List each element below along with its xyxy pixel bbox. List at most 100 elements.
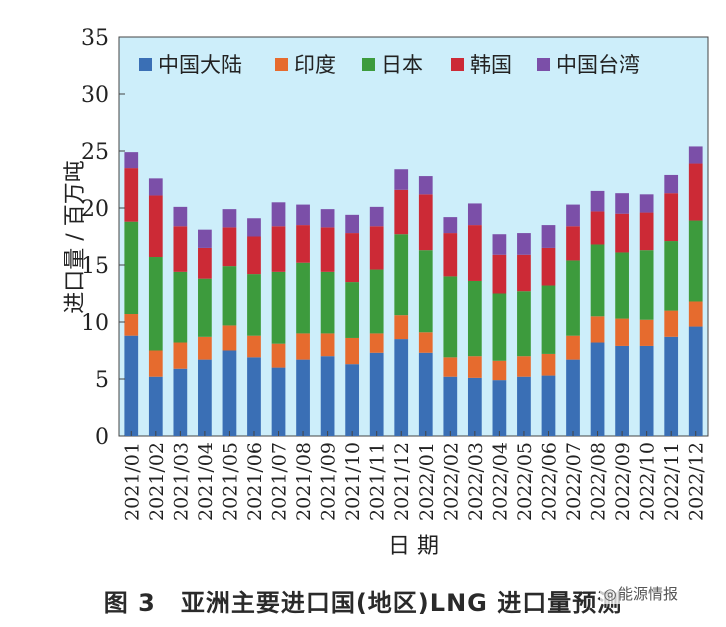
bar-4-2022-08 xyxy=(590,211,605,245)
x-tick-label: 2022/11 xyxy=(661,442,683,521)
bar-5-2021-04 xyxy=(198,229,212,248)
x-axis: 2021/01 2021/02 2021/03 2021/04 2021/05 2021/… xyxy=(121,431,708,521)
bar-5-2022-03 xyxy=(467,203,482,226)
bar-5-2022-04 xyxy=(492,234,507,255)
x-tick-label: 2022/07 xyxy=(563,442,585,521)
legend-swatch xyxy=(275,58,288,71)
bar-4-2021-12 xyxy=(394,189,409,235)
x-tick-label: 2021/01 xyxy=(121,442,143,521)
bar-2-2022-07 xyxy=(566,335,580,360)
x-tick-label: 2022/06 xyxy=(538,442,560,521)
bar-2-2022-01 xyxy=(418,332,433,353)
bar-3-2021-01 xyxy=(124,221,139,315)
bar-3-2022-03 xyxy=(467,280,482,357)
bar-5-2021-11 xyxy=(369,206,384,227)
x-tick-label: 2021/03 xyxy=(170,442,192,521)
legend-label: 中国大陆 xyxy=(158,53,242,77)
x-tick-label: 2021/07 xyxy=(269,442,291,521)
x-tick-label: 2021/05 xyxy=(219,442,241,521)
bar-5-2021-12 xyxy=(394,169,409,190)
bar-3-2021-08 xyxy=(296,262,310,334)
legend-swatch xyxy=(139,58,152,71)
x-tick-label: 2021/12 xyxy=(391,442,413,521)
bar-1-2022-07 xyxy=(566,359,580,436)
bar-1-2021-09 xyxy=(320,356,335,436)
bar-3-2022-09 xyxy=(615,252,629,319)
bar-4-2021-06 xyxy=(247,236,261,275)
bar-2-2021-05 xyxy=(222,325,237,351)
bar-3-2021-07 xyxy=(271,271,286,344)
bar-1-2022-03 xyxy=(467,377,482,436)
x-tick-label: 2022/10 xyxy=(637,442,659,521)
bar-1-2021-05 xyxy=(222,350,237,436)
bar-2-2021-01 xyxy=(124,314,139,336)
bar-1-2021-03 xyxy=(173,368,188,436)
x-tick-label: 2021/09 xyxy=(318,442,340,521)
bar-2-2022-05 xyxy=(517,356,531,377)
bar-4-2022-10 xyxy=(639,212,654,251)
y-tick-label: 0 xyxy=(95,425,109,450)
bar-4-2022-11 xyxy=(664,193,679,242)
bar-2-2022-02 xyxy=(443,357,458,377)
x-tick-label: 2022/05 xyxy=(514,442,536,521)
bar-3-2022-02 xyxy=(443,276,458,358)
y-tick-label: 25 xyxy=(81,140,109,165)
bar-3-2022-04 xyxy=(492,293,507,361)
bar-1-2021-04 xyxy=(198,359,212,436)
bar-5-2022-10 xyxy=(639,194,654,213)
bar-5-2021-09 xyxy=(320,209,335,228)
bar-5-2021-07 xyxy=(271,202,286,227)
bar-4-2022-02 xyxy=(443,233,458,277)
y-axis: 0 5 10 15 20 25 30 35 xyxy=(81,26,125,450)
bar-1-2022-05 xyxy=(517,376,531,436)
bar-3-2021-04 xyxy=(198,278,212,337)
bar-1-2021-12 xyxy=(394,339,409,436)
x-tick-label: 2021/06 xyxy=(244,442,266,521)
bar-1-2021-11 xyxy=(369,352,384,436)
x-tick-label: 2022/12 xyxy=(686,442,708,521)
bar-2-2022-12 xyxy=(688,301,703,327)
bar-2-2022-11 xyxy=(664,310,679,337)
bar-3-2022-07 xyxy=(566,260,580,336)
bar-2-2021-07 xyxy=(271,343,286,368)
bar-2-2022-08 xyxy=(590,316,605,343)
bar-3-2022-10 xyxy=(639,250,654,320)
legend-swatch xyxy=(537,58,550,71)
bar-5-2021-06 xyxy=(247,218,261,237)
bar-5-2021-03 xyxy=(173,206,188,227)
bar-2-2021-08 xyxy=(296,333,310,360)
plot-area xyxy=(118,36,709,437)
bar-3-2022-01 xyxy=(418,250,433,333)
bar-4-2021-08 xyxy=(296,225,310,263)
bar-3-2022-08 xyxy=(590,244,605,317)
bar-4-2022-12 xyxy=(688,163,703,221)
y-tick-label: 15 xyxy=(81,254,109,279)
x-tick-label: 2022/09 xyxy=(612,442,634,521)
figure-caption: 图 3 亚洲主要进口国(地区)LNG 进口量预测 xyxy=(103,589,623,617)
x-tick-label: 2021/02 xyxy=(146,442,168,521)
bar-1-2021-02 xyxy=(148,376,163,436)
bar-3-2021-10 xyxy=(345,282,360,338)
bar-4-2021-04 xyxy=(198,247,212,279)
bar-4-2021-10 xyxy=(345,233,360,283)
x-tick-label: 2022/01 xyxy=(416,442,438,521)
bar-5-2022-02 xyxy=(443,217,458,234)
x-tick-label: 2021/08 xyxy=(293,442,315,521)
legend-label: 韩国 xyxy=(470,53,512,77)
y-tick-label: 35 xyxy=(81,26,109,51)
bar-1-2021-10 xyxy=(345,364,360,436)
bar-4-2021-01 xyxy=(124,168,139,222)
bar-1-2022-09 xyxy=(615,345,629,436)
bar-1-2021-01 xyxy=(124,335,139,436)
bar-1-2021-08 xyxy=(296,359,310,436)
bar-2-2021-12 xyxy=(394,315,409,340)
legend: 中国大陆 印度 日本 韩国 中国台湾 xyxy=(139,53,640,77)
x-tick-label: 2022/04 xyxy=(489,442,511,521)
watermark: ◎能源情报 xyxy=(600,583,681,604)
bar-3-2021-02 xyxy=(148,257,163,351)
legend-swatch xyxy=(362,58,375,71)
bar-2-2021-09 xyxy=(320,333,335,357)
bar-4-2021-05 xyxy=(222,227,237,267)
bar-1-2022-06 xyxy=(541,375,556,436)
